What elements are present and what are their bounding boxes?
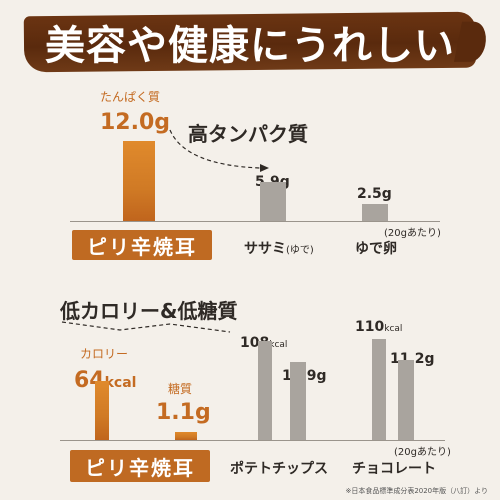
baseline-divider-2 [60,440,445,441]
value-label-calorie-product: 64kcal [74,368,136,393]
chart-bar-calorie-product [95,381,109,440]
header-title: 美容や健康にうれしい [45,23,455,69]
value-label-calorie-chocolate: 110kcal [355,316,402,335]
product-label-2: ピリ辛焼耳 [70,450,210,482]
underline-squiggle-icon [61,321,231,333]
value-label-sugar-product: 1.1g [156,400,211,425]
category-label-boiled-egg: ゆで卵 [355,241,397,257]
curved-arrow-icon [169,129,269,172]
value-label-boiled-egg: 2.5g [357,186,392,202]
chart-bar-sugar-chips [290,362,306,440]
chart-bar-protein-egg [362,204,388,221]
baseline-divider-1 [70,221,440,222]
protein-metric-label: たんぱく質 [100,90,161,104]
calorie-chocolate-unit: kcal [384,324,403,334]
calorie-metric-label: カロリー [80,347,129,361]
serving-note-2: (20gあたり) [394,447,451,458]
sugar-metric-label: 糖質 [168,382,193,396]
chart-bar-protein-sasami [260,182,286,221]
chart-bar-calorie-chocolate [372,339,386,440]
chart-bar-protein-product [123,141,155,221]
category-label-sasami: ササミ(ゆで) [244,238,314,258]
chart-bar-sugar-product [175,432,197,440]
chart-bar-calorie-chips [258,341,272,440]
chart-bar-sugar-chocolate [398,360,414,440]
source-footnote: ※日本食品標準成分表2020年版（八訂）より [345,487,488,495]
product-label-1: ピリ辛焼耳 [72,230,212,260]
category-label-sasami-text: ササミ [244,241,286,257]
value-label-protein-product: 12.0g [100,110,171,135]
category-label-potato-chips: ポテトチップス [230,461,328,477]
serving-note-1: (20gあたり) [384,228,441,239]
high-protein-banner: 高タンパク質 [188,122,308,146]
low-calorie-sugar-banner: 低カロリー&低糖質 [60,299,238,323]
category-label-chocolate: チョコレート [352,461,436,477]
calorie-chips-unit: kcal [269,340,288,350]
calorie-product-unit: kcal [104,375,137,391]
calorie-chocolate-number: 110 [355,319,385,335]
category-label-sasami-suffix: (ゆで) [286,245,314,256]
